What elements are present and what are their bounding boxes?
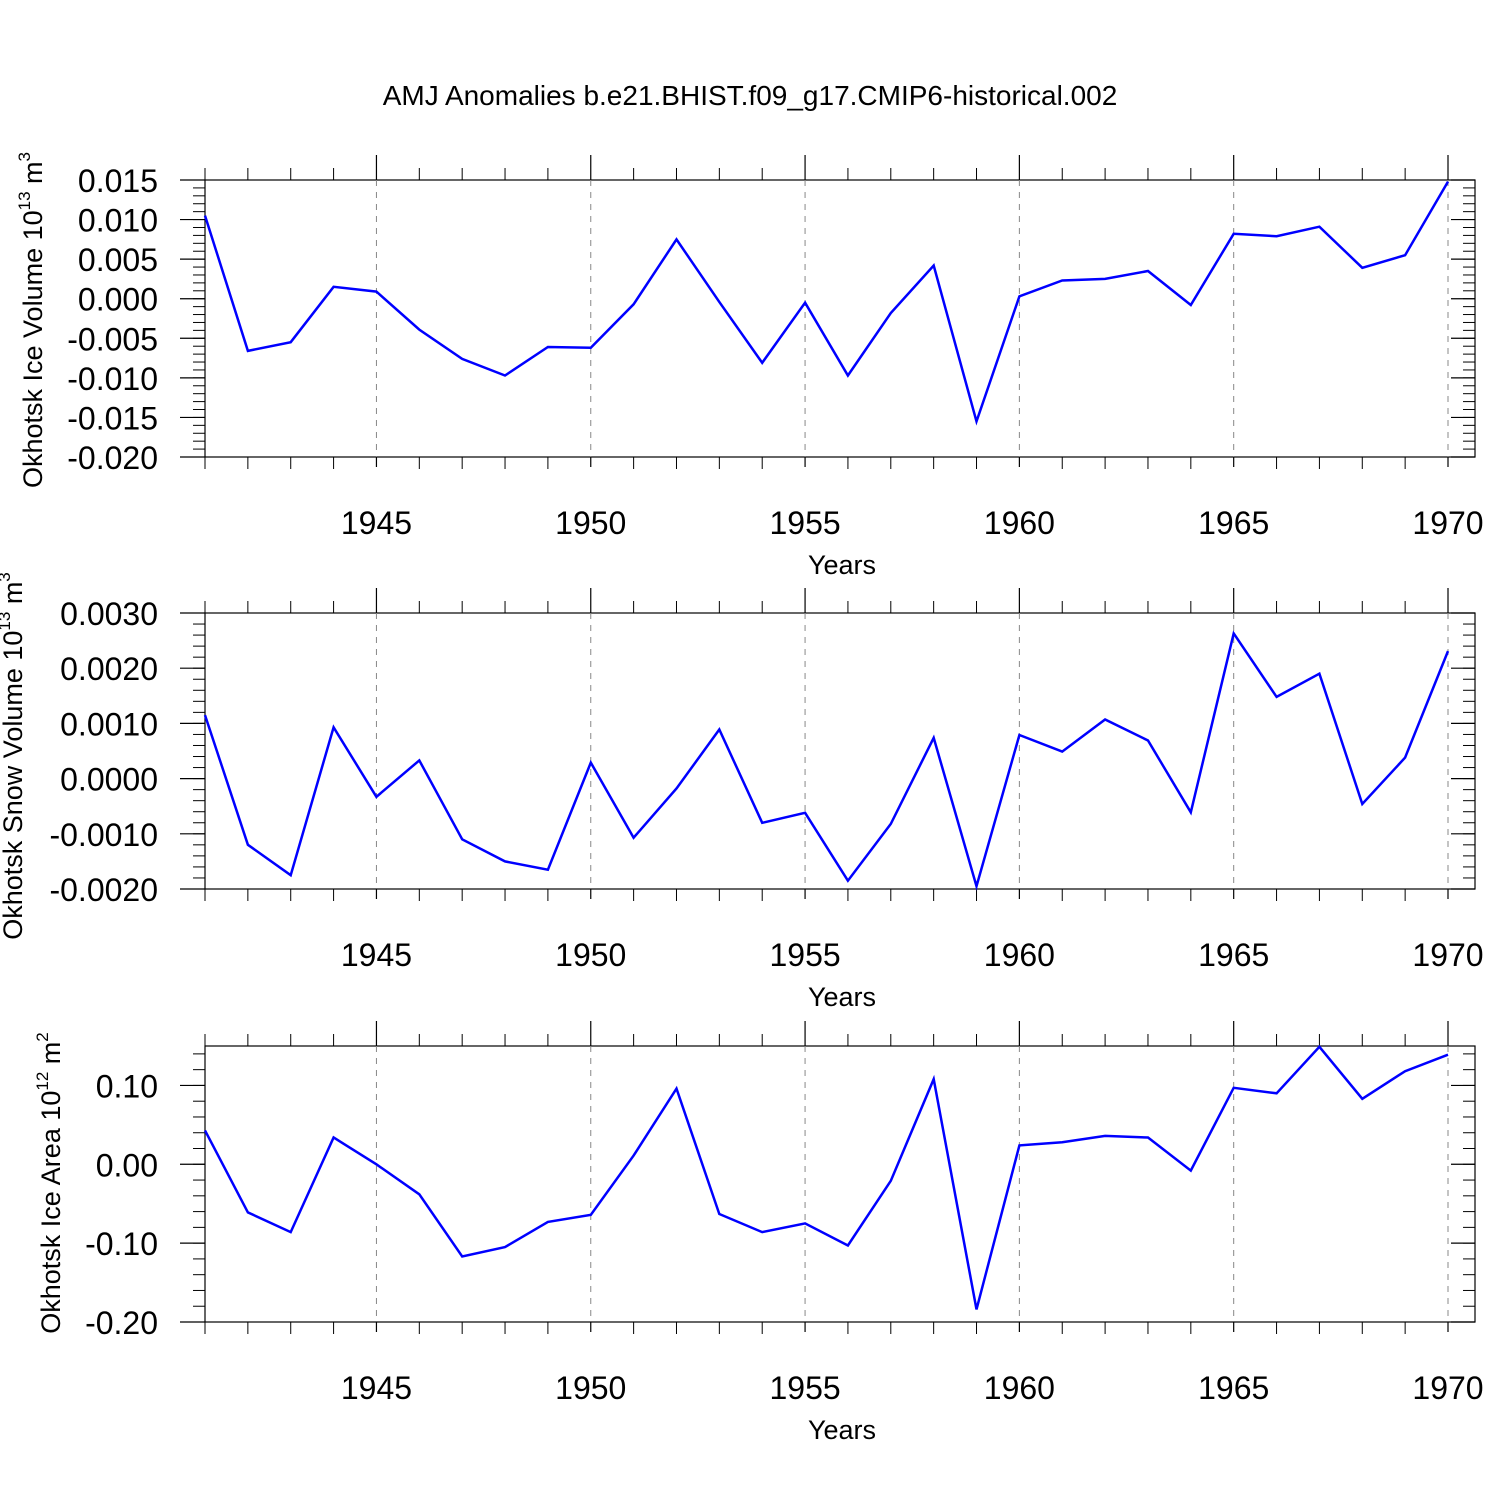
panel1-y-tick-label: 0.015 bbox=[78, 163, 158, 199]
panel2-plot-frame bbox=[204, 612, 1476, 890]
panel2-x-tick-label: 1955 bbox=[769, 937, 840, 973]
panel3-y-tick-label: 0.10 bbox=[96, 1068, 158, 1104]
panel3-y-tick-label: -0.10 bbox=[85, 1226, 158, 1262]
panel2-x-axis-label: Years bbox=[808, 982, 876, 1012]
panel2: 1945 1950 1955 1960 1965 1970 0.0030 0.0020 0.00… bbox=[0, 572, 1484, 1012]
panel1-y-tick-label: -0.015 bbox=[67, 400, 158, 436]
panel3-plot-frame bbox=[204, 1045, 1476, 1323]
figure-title: AMJ Anomalies b.e21.BHIST.f09_g17.CMIP6-… bbox=[383, 80, 1118, 111]
panel3-x-tick-label: 1945 bbox=[341, 1370, 412, 1406]
panel2-y-tick-label: 0.0020 bbox=[60, 651, 158, 687]
panel1-x-axis-label: Years bbox=[808, 550, 876, 580]
panel3-series-line bbox=[203, 1044, 1449, 1310]
panel1-x-tick-label: 1965 bbox=[1198, 505, 1269, 541]
panel1-y-tick-label: -0.010 bbox=[67, 361, 158, 397]
panel2-x-tick-label: 1945 bbox=[341, 937, 412, 973]
panel3-x-tick-label: 1960 bbox=[984, 1370, 1055, 1406]
panel2-x-tick-label: 1960 bbox=[984, 937, 1055, 973]
panel2-x-tick-label: 1970 bbox=[1412, 937, 1483, 973]
panel2-y-axis-label: Okhotsk Snow Volume 1013 m3 bbox=[0, 572, 28, 940]
panel2-series-line bbox=[203, 630, 1450, 891]
panel2-y-tick-label: 0.0000 bbox=[60, 762, 158, 798]
panel3: 1945 1950 1955 1960 1965 1970 0.10 0.00 -0.10 -0.… bbox=[33, 1021, 1484, 1445]
panel2-x-tick-label: 1965 bbox=[1198, 937, 1269, 973]
panel1-series-line bbox=[203, 180, 1450, 426]
panel1-y-axis-label: Okhotsk Ice Volume 1013 m3 bbox=[15, 152, 48, 488]
panel1-x-tick-label: 1970 bbox=[1412, 505, 1483, 541]
panel2-y-tick-label: -0.0020 bbox=[49, 872, 158, 908]
panel1-y-tick-label: 0.005 bbox=[78, 242, 158, 278]
panel3-x-tick-label: 1950 bbox=[555, 1370, 626, 1406]
panel3-y-axis-label: Okhotsk Ice Area 1012 m2 bbox=[33, 1032, 66, 1334]
panel1-x-tick-label: 1945 bbox=[341, 505, 412, 541]
panel3-x-tick-label: 1965 bbox=[1198, 1370, 1269, 1406]
panel1-x-tick-label: 1955 bbox=[769, 505, 840, 541]
panel1-x-tick-label: 1950 bbox=[555, 505, 626, 541]
panel3-x-tick-label: 1955 bbox=[769, 1370, 840, 1406]
panel2-x-tick-label: 1950 bbox=[555, 937, 626, 973]
panel3-y-tick-label: -0.20 bbox=[85, 1305, 158, 1341]
panel1-x-tick-label: 1960 bbox=[984, 505, 1055, 541]
panel2-y-tick-label: 0.0010 bbox=[60, 706, 158, 742]
panel3-x-axis-label: Years bbox=[808, 1415, 876, 1445]
panel3-x-tick-label: 1970 bbox=[1412, 1370, 1483, 1406]
panel2-y-tick-label: -0.0010 bbox=[49, 817, 158, 853]
panel2-y-tick-label: 0.0030 bbox=[60, 596, 158, 632]
panel1-y-tick-label: -0.020 bbox=[67, 440, 158, 476]
panel1-plot-frame bbox=[204, 179, 1476, 458]
panel1-y-tick-label: -0.005 bbox=[67, 321, 158, 357]
panel3-y-tick-label: 0.00 bbox=[96, 1147, 158, 1183]
panel1-y-tick-label: 0.010 bbox=[78, 203, 158, 239]
panel1-y-tick-label: 0.000 bbox=[78, 282, 158, 318]
